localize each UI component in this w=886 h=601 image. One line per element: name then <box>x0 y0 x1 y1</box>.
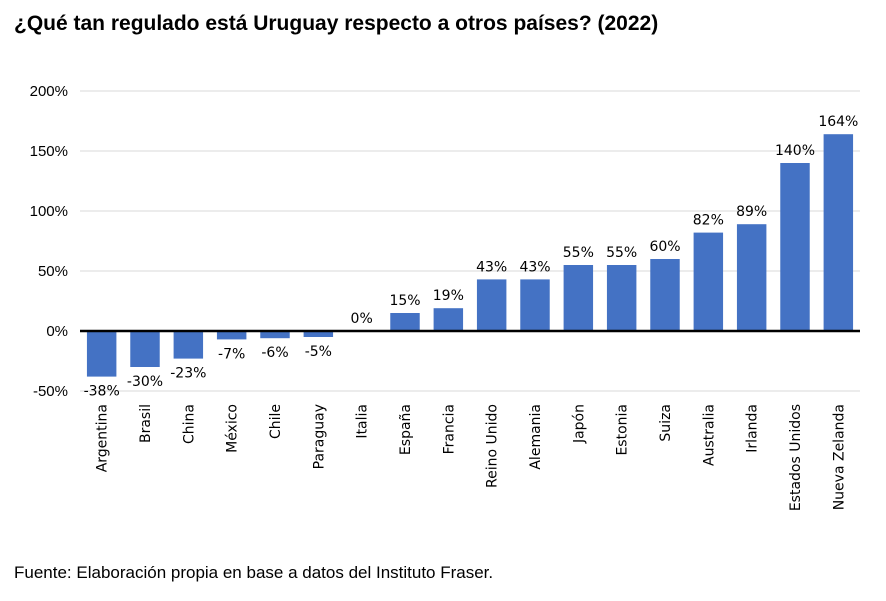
data-label: -5% <box>305 344 332 360</box>
bar <box>86 331 117 377</box>
category-label: Francia <box>441 404 457 454</box>
category-label: Paraguay <box>311 404 327 469</box>
bar <box>650 259 680 331</box>
bar <box>693 232 724 331</box>
data-label: 15% <box>389 293 420 309</box>
data-label: 164% <box>818 114 858 130</box>
bar <box>433 308 464 331</box>
category-label: Italia <box>355 404 371 439</box>
category-label: Suiza <box>658 404 674 442</box>
data-label: 82% <box>693 213 724 229</box>
bar <box>823 134 854 331</box>
y-tick-label: 150% <box>30 143 68 160</box>
category-label: Australia <box>701 404 717 466</box>
category-label: Brasil <box>138 404 154 443</box>
y-tick-label: -50% <box>33 383 68 400</box>
data-label: 19% <box>433 288 464 304</box>
y-tick-label: 200% <box>30 83 68 100</box>
category-label: Irlanda <box>745 404 761 453</box>
category-label: Estados Unidos <box>788 404 804 511</box>
category-label: Japón <box>571 404 587 444</box>
data-label: -30% <box>127 374 163 390</box>
data-label: 140% <box>775 143 815 159</box>
category-label: Estonia <box>615 404 631 456</box>
data-label: -38% <box>84 384 120 400</box>
data-label: 0% <box>351 311 373 327</box>
bar-chart: -50% 0% 50% 100% 150% 200% -38% -30% -23% -7% -6%… <box>30 83 860 511</box>
bar <box>736 224 767 331</box>
data-label: 55% <box>606 245 637 261</box>
data-labels: -38% -30% -23% -7% -6% -5% 0% 15% 19% 43% 43% 55% 55… <box>84 114 859 399</box>
bar <box>216 331 247 340</box>
y-tick-label: 50% <box>38 263 68 280</box>
bar <box>303 331 334 337</box>
data-label: -6% <box>261 345 288 361</box>
chart-title: ¿Qué tan regulado está Uruguay respecto … <box>14 12 659 35</box>
data-label: 60% <box>649 239 680 255</box>
gridlines <box>80 90 860 392</box>
data-label: -23% <box>170 366 206 382</box>
data-label: -7% <box>218 346 245 362</box>
category-label: Nueva Zelanda <box>831 404 847 510</box>
data-label: 43% <box>519 259 550 275</box>
category-label: Alemania <box>528 404 544 470</box>
category-label: México <box>225 404 241 453</box>
bar <box>780 163 810 331</box>
bar <box>563 265 594 331</box>
category-label: China <box>181 404 197 444</box>
bar <box>476 279 507 331</box>
source-note: Fuente: Elaboración propia en base a dat… <box>14 563 494 582</box>
bar <box>130 331 160 367</box>
bar <box>606 265 637 331</box>
data-label: 89% <box>736 204 767 220</box>
category-label: Chile <box>268 404 284 439</box>
bar <box>390 313 420 331</box>
data-label: 55% <box>563 245 594 261</box>
category-label: España <box>398 404 414 455</box>
bar <box>260 331 290 339</box>
data-label: 43% <box>476 259 507 275</box>
category-label: Reino Unido <box>485 404 501 488</box>
bars <box>86 134 854 377</box>
bar <box>173 331 204 359</box>
y-tick-label: 0% <box>46 323 68 340</box>
bar <box>520 279 550 331</box>
y-axis-tick-labels: -50% 0% 50% 100% 150% 200% <box>30 83 68 400</box>
y-tick-label: 100% <box>30 203 68 220</box>
category-label: Argentina <box>95 404 111 472</box>
x-axis-category-labels: Argentina Brasil China México Chile Paraguay I… <box>95 404 848 511</box>
